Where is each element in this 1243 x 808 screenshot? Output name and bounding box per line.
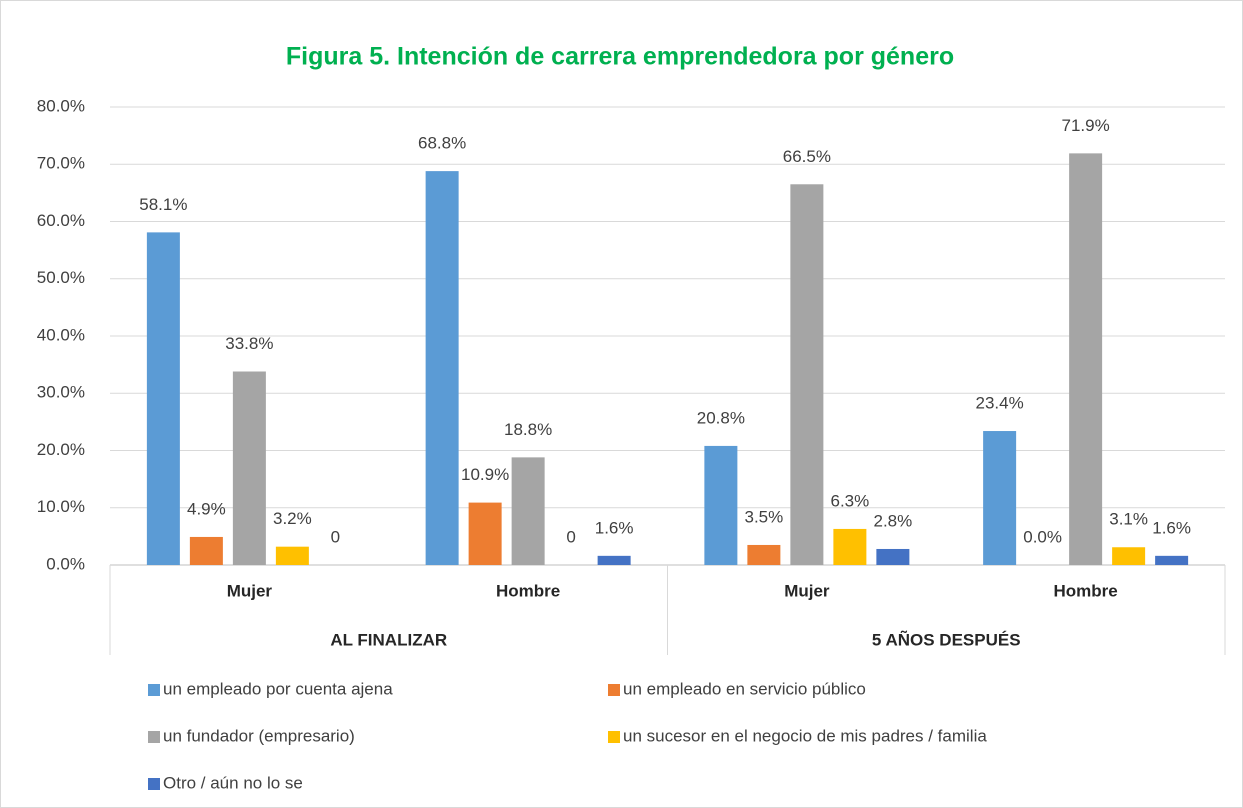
data-label: 1.6% (595, 518, 634, 537)
data-label: 4.9% (187, 499, 226, 518)
bar (232, 371, 266, 565)
legend-swatch (608, 684, 620, 696)
bar (189, 536, 223, 565)
y-tick-label: 40.0% (37, 325, 85, 344)
data-label: 0 (331, 527, 340, 546)
bar (1112, 547, 1146, 565)
data-label: 66.5% (783, 147, 831, 166)
chart-title: Figura 5. Intención de carrera emprended… (286, 43, 954, 71)
bar (876, 548, 910, 565)
x-tick-label: Mujer (784, 581, 830, 600)
data-label: 6.3% (831, 491, 870, 510)
bar (1069, 153, 1103, 565)
data-label: 71.9% (1062, 116, 1110, 135)
y-tick-label: 80.0% (37, 96, 85, 115)
bar (833, 528, 867, 565)
y-tick-label: 30.0% (37, 383, 85, 402)
data-label: 18.8% (504, 420, 552, 439)
legend-label: un empleado en servicio público (623, 679, 866, 698)
y-tick-label: 70.0% (37, 154, 85, 173)
y-tick-label: 20.0% (37, 440, 85, 459)
bar (425, 171, 459, 565)
data-label: 3.1% (1109, 510, 1148, 529)
bar (747, 544, 781, 565)
y-tick-label: 10.0% (37, 497, 85, 516)
bar (704, 445, 738, 565)
legend-swatch (608, 731, 620, 743)
y-tick-label: 50.0% (37, 268, 85, 287)
bar (511, 457, 545, 565)
bar (468, 502, 502, 565)
bar (983, 431, 1017, 565)
legend-label: un empleado por cuenta ajena (163, 679, 393, 698)
legend-swatch (148, 778, 160, 790)
x-tick-label: Hombre (496, 581, 560, 600)
bar (146, 232, 180, 565)
y-tick-label: 60.0% (37, 211, 85, 230)
data-label: 3.2% (273, 509, 312, 528)
data-label: 20.8% (697, 408, 745, 427)
data-label: 1.6% (1152, 518, 1191, 537)
x-tick-label: Hombre (1054, 581, 1118, 600)
bar (597, 555, 631, 565)
data-label: 68.8% (418, 134, 466, 153)
data-label: 33.8% (225, 334, 273, 353)
data-label: 2.8% (874, 511, 913, 530)
legend-label: un sucesor en el negocio de mis padres /… (623, 726, 987, 745)
legend-label: un fundador (empresario) (163, 726, 355, 745)
data-label: 10.9% (461, 465, 509, 484)
legend-label: Otro / aún no lo se (163, 773, 303, 792)
legend-swatch (148, 684, 160, 696)
group-label: AL FINALIZAR (330, 630, 447, 649)
bar (275, 546, 309, 565)
data-label: 0.0% (1023, 527, 1062, 546)
group-label: 5 AÑOS DESPUÉS (872, 629, 1021, 649)
x-tick-label: Mujer (227, 581, 273, 600)
bar (1155, 555, 1189, 565)
data-label: 58.1% (139, 195, 187, 214)
data-label: 23.4% (976, 394, 1024, 413)
bar (790, 184, 824, 565)
data-label: 0 (566, 527, 575, 546)
legend-swatch (148, 731, 160, 743)
y-tick-label: 0.0% (46, 554, 85, 573)
data-label: 3.5% (745, 507, 784, 526)
